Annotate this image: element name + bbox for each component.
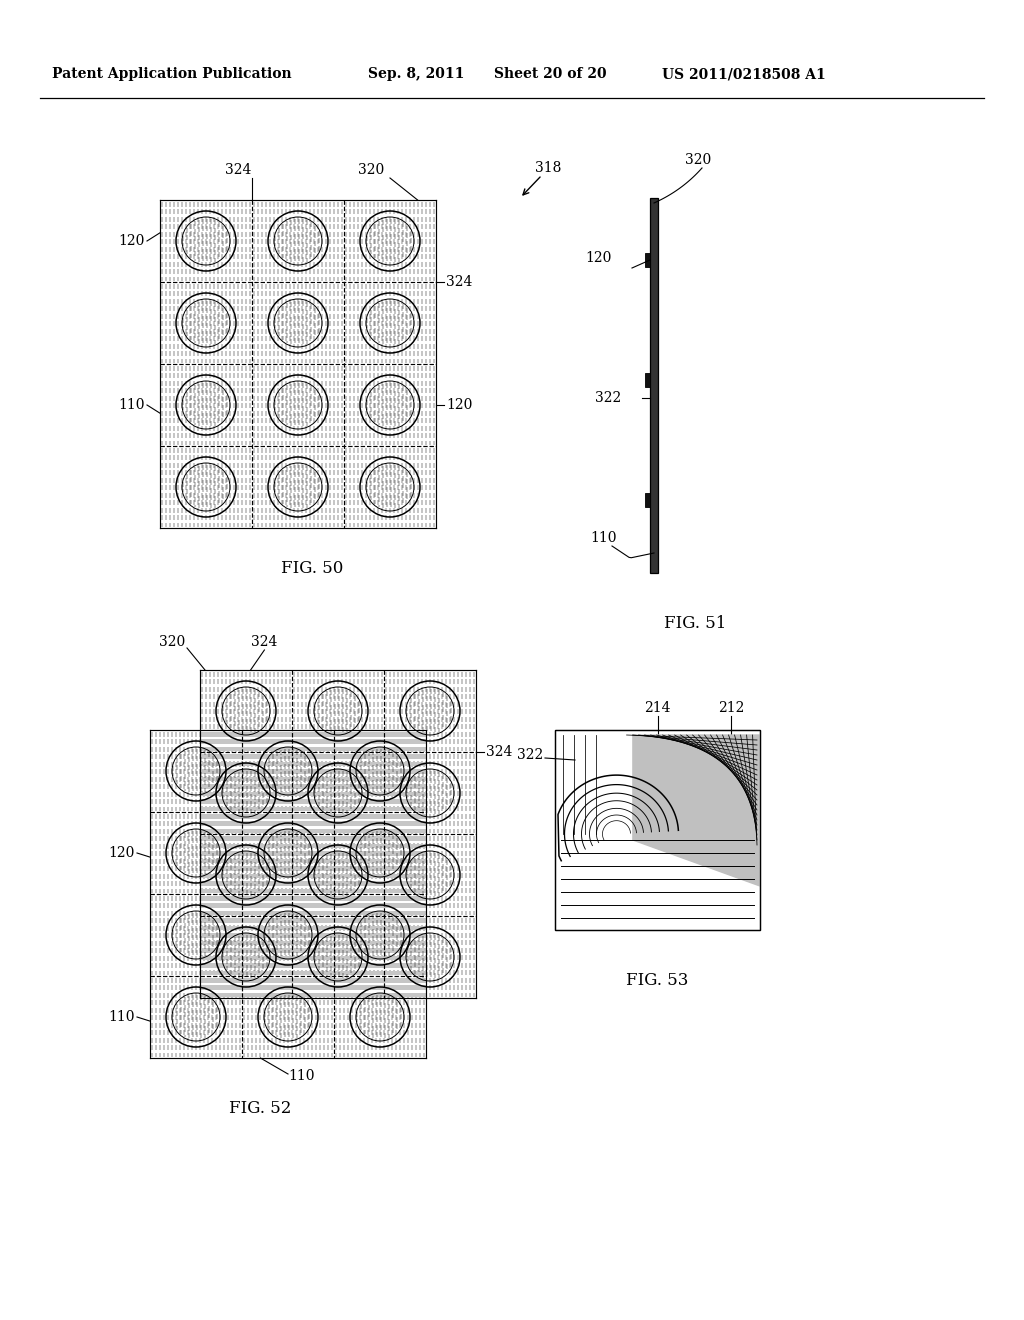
Bar [645, 492, 650, 507]
Text: 322: 322 [517, 748, 543, 762]
Text: 212: 212 [718, 701, 744, 715]
Text: FIG. 52: FIG. 52 [229, 1100, 292, 1117]
Text: 318: 318 [535, 161, 561, 176]
Text: 120: 120 [119, 234, 145, 248]
Text: 214: 214 [644, 701, 671, 715]
Bar [650, 198, 658, 573]
Text: 320: 320 [358, 162, 385, 177]
Bar [555, 730, 760, 931]
Text: 324: 324 [225, 162, 251, 177]
Text: FIG. 50: FIG. 50 [281, 560, 343, 577]
Bar [645, 253, 650, 267]
Text: 324: 324 [251, 635, 278, 649]
Text: FIG. 53: FIG. 53 [627, 972, 689, 989]
Text: 110: 110 [109, 1010, 135, 1024]
Text: 120: 120 [109, 846, 135, 861]
Text: 110: 110 [119, 399, 145, 412]
Text: 320: 320 [685, 153, 712, 168]
Text: Patent Application Publication: Patent Application Publication [52, 67, 292, 81]
Text: 120: 120 [446, 399, 472, 412]
Polygon shape [633, 735, 760, 886]
Text: Sheet 20 of 20: Sheet 20 of 20 [494, 67, 606, 81]
Text: 324: 324 [446, 275, 472, 289]
Text: 322: 322 [595, 391, 622, 405]
Text: 320: 320 [159, 635, 185, 649]
Text: 120: 120 [585, 251, 611, 265]
Text: Sep. 8, 2011: Sep. 8, 2011 [368, 67, 464, 81]
Bar [555, 730, 760, 931]
Text: FIG. 51: FIG. 51 [664, 615, 726, 632]
Text: 110: 110 [590, 531, 616, 545]
Text: 324: 324 [486, 744, 512, 759]
Text: 110: 110 [289, 1069, 315, 1082]
Text: US 2011/0218508 A1: US 2011/0218508 A1 [662, 67, 825, 81]
Bar [645, 374, 650, 387]
